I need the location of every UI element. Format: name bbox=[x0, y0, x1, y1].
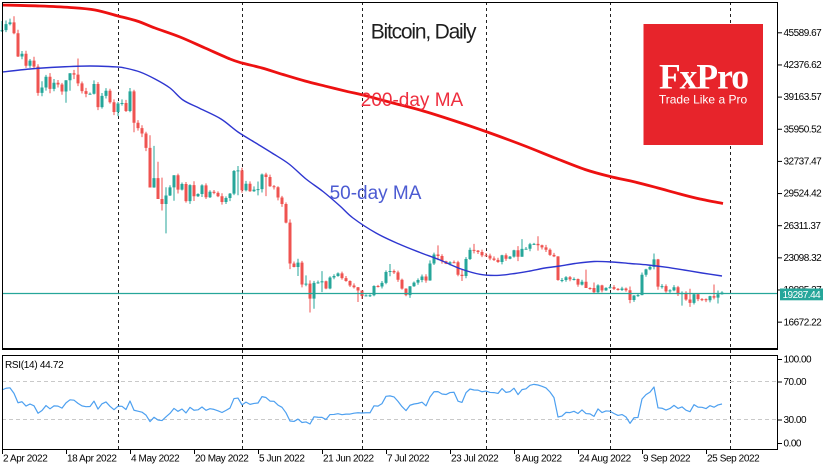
svg-text:16672.22: 16672.22 bbox=[784, 317, 823, 328]
svg-text:0.00: 0.00 bbox=[784, 439, 802, 450]
svg-text:39163.57: 39163.57 bbox=[784, 92, 823, 103]
svg-text:45589.67: 45589.67 bbox=[784, 28, 823, 39]
svg-text:100.00: 100.00 bbox=[784, 355, 813, 366]
svg-text:20 May 2022: 20 May 2022 bbox=[195, 454, 249, 465]
svg-text:23 Jul 2022: 23 Jul 2022 bbox=[451, 454, 499, 465]
svg-text:9 Sep 2022: 9 Sep 2022 bbox=[643, 454, 691, 465]
svg-text:29524.42: 29524.42 bbox=[784, 189, 823, 200]
svg-text:RSI(14) 44.72: RSI(14) 44.72 bbox=[5, 360, 64, 371]
svg-text:8 Aug 2022: 8 Aug 2022 bbox=[515, 454, 562, 465]
svg-text:5 Jun 2022: 5 Jun 2022 bbox=[259, 454, 305, 465]
svg-text:19287.44: 19287.44 bbox=[783, 290, 822, 301]
svg-text:FxPro: FxPro bbox=[659, 57, 748, 97]
svg-text:21 Jun 2022: 21 Jun 2022 bbox=[323, 454, 374, 465]
svg-text:2 Apr 2022: 2 Apr 2022 bbox=[3, 454, 48, 465]
svg-text:Bitcoin, Daily: Bitcoin, Daily bbox=[371, 21, 477, 44]
svg-text:Trade Like a Pro: Trade Like a Pro bbox=[659, 93, 748, 107]
svg-text:35950.52: 35950.52 bbox=[784, 124, 823, 135]
svg-text:25 Sep 2022: 25 Sep 2022 bbox=[707, 454, 760, 465]
svg-text:42376.62: 42376.62 bbox=[784, 60, 823, 71]
svg-text:23098.32: 23098.32 bbox=[784, 253, 823, 264]
svg-text:32737.47: 32737.47 bbox=[784, 157, 823, 168]
svg-text:18 Apr 2022: 18 Apr 2022 bbox=[67, 454, 117, 465]
svg-text:200-day MA: 200-day MA bbox=[361, 90, 464, 111]
svg-text:70.00: 70.00 bbox=[784, 377, 807, 388]
svg-text:26311.37: 26311.37 bbox=[784, 221, 822, 232]
svg-text:30.00: 30.00 bbox=[784, 415, 807, 426]
svg-text:50-day MA: 50-day MA bbox=[330, 183, 422, 204]
svg-text:24 Aug 2022: 24 Aug 2022 bbox=[579, 454, 632, 465]
svg-text:4 May 2022: 4 May 2022 bbox=[131, 454, 180, 465]
svg-text:7 Jul 2022: 7 Jul 2022 bbox=[387, 454, 430, 465]
